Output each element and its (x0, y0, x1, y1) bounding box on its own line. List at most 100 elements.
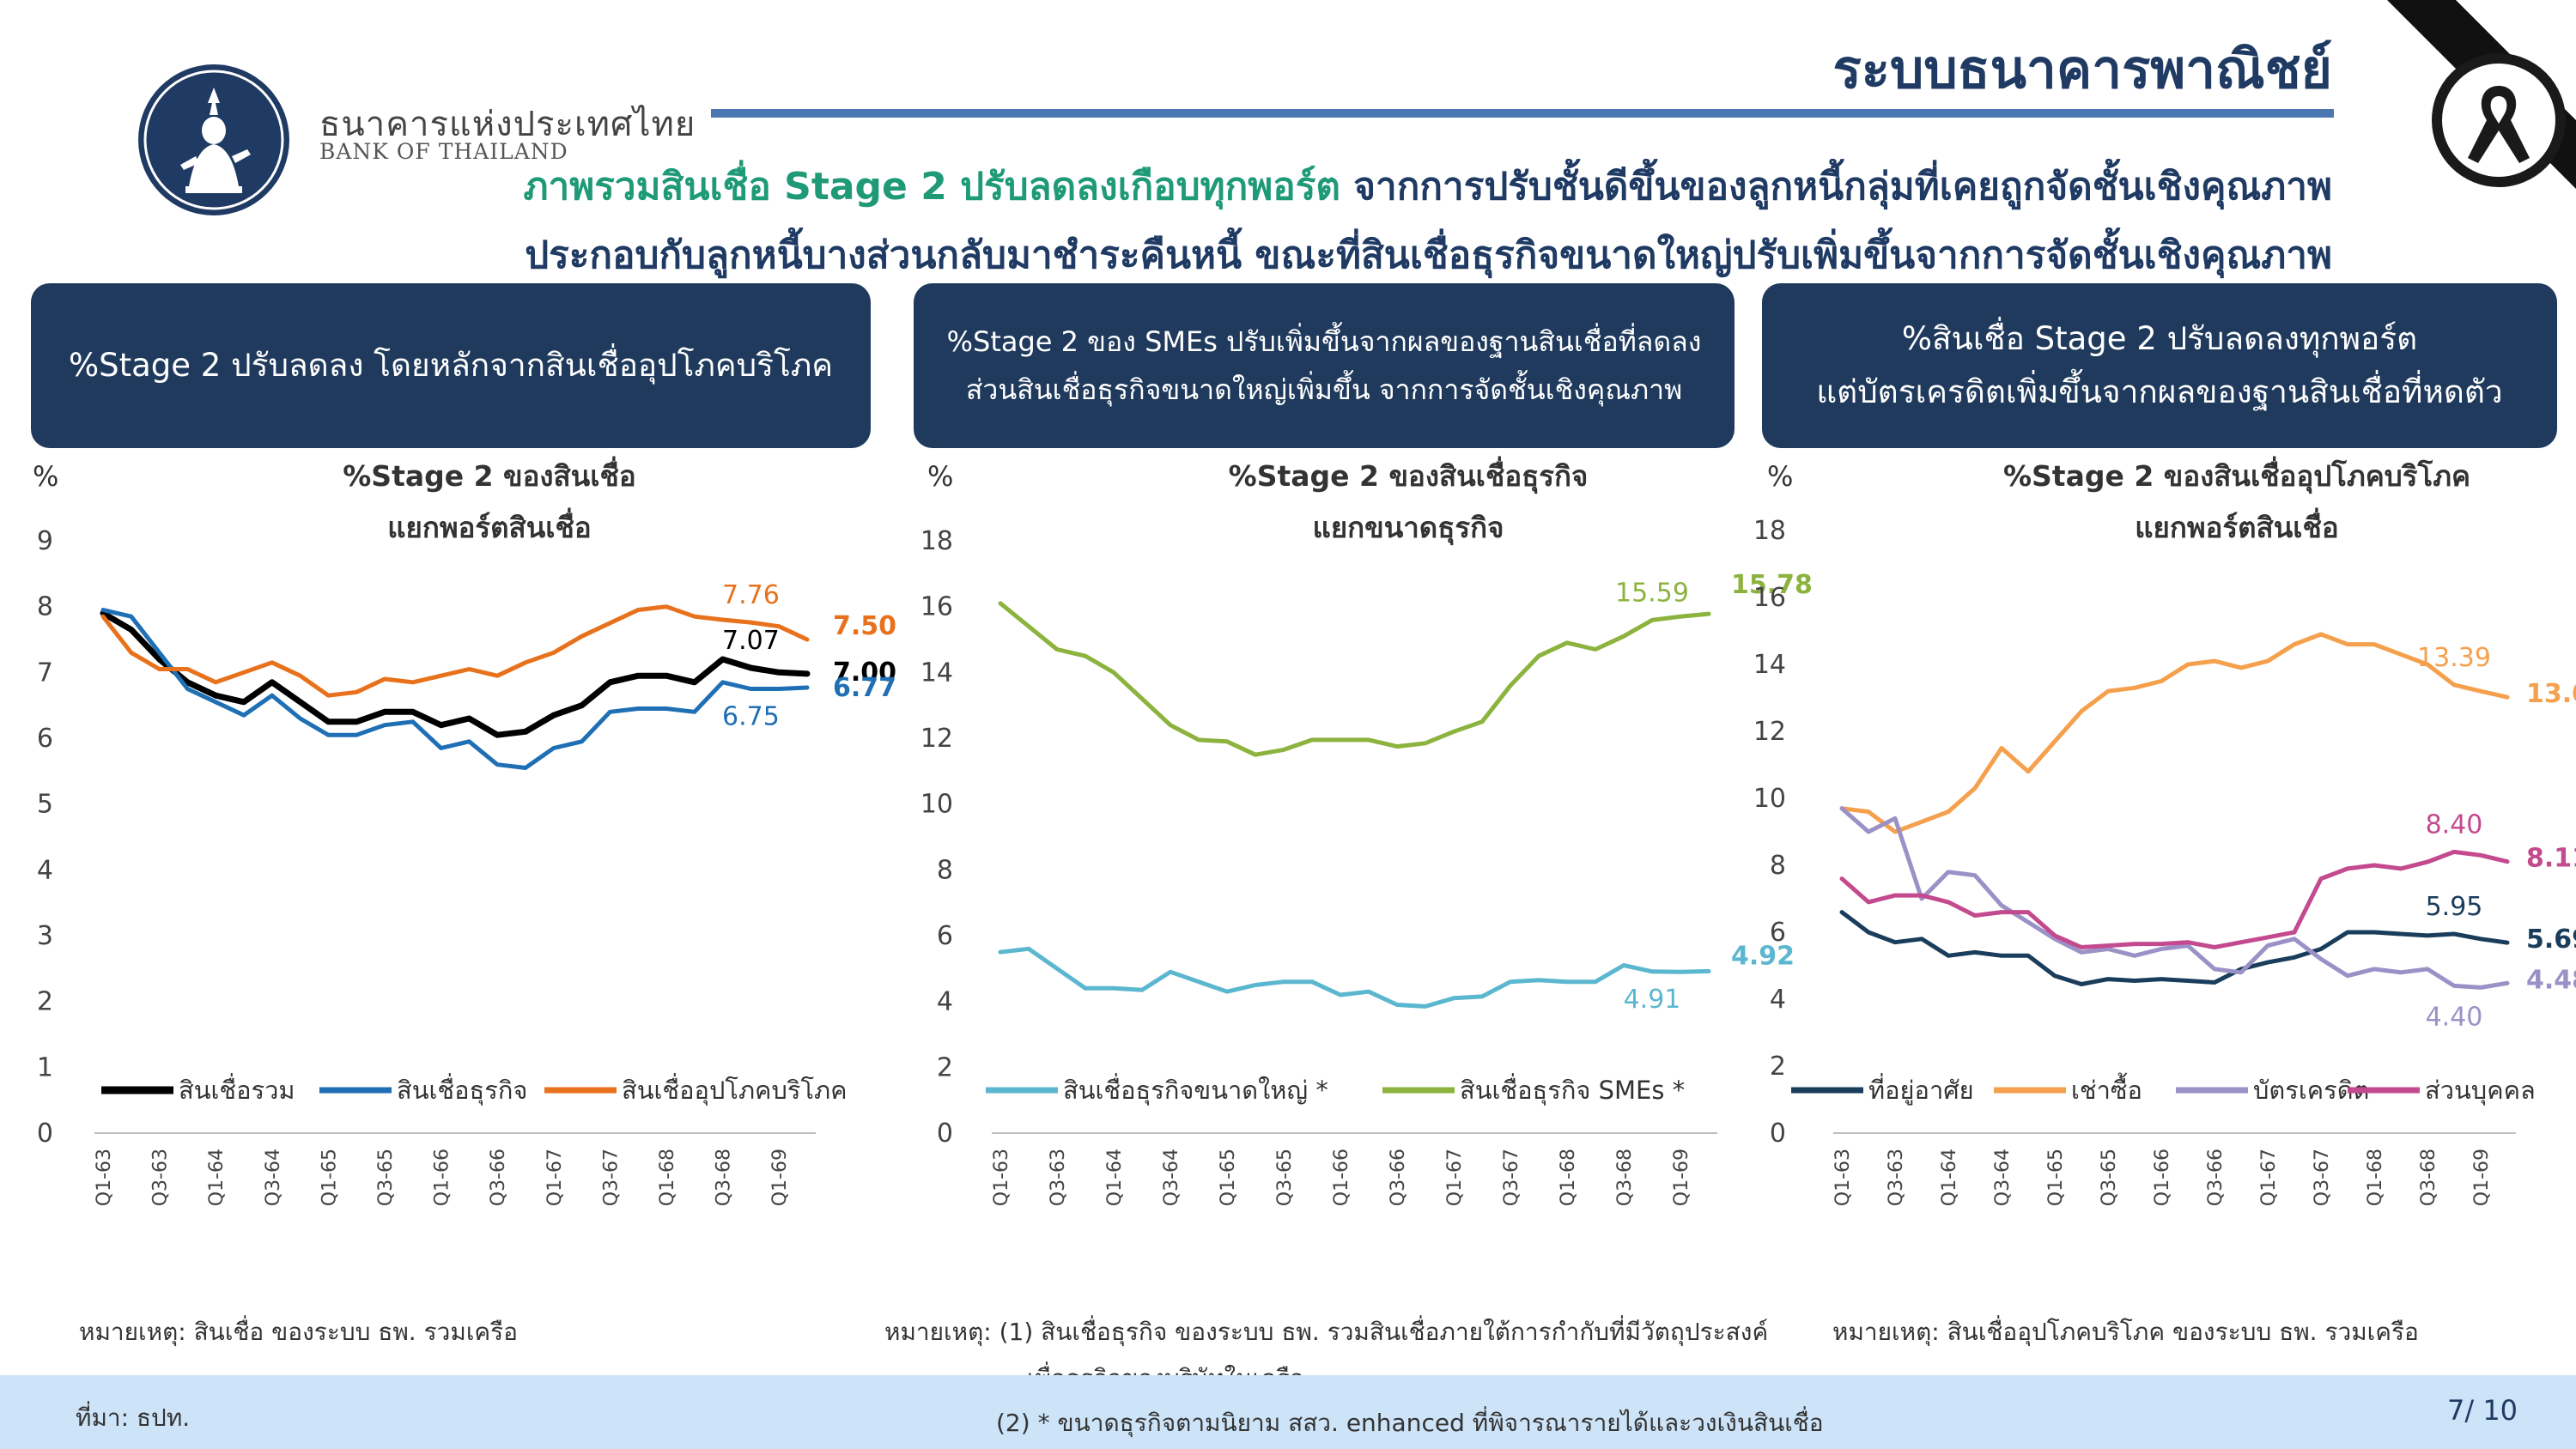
data-label: 4.48 (2526, 965, 2576, 995)
data-label: 15.59 (1615, 578, 1689, 608)
data-label: 5.69 (2526, 925, 2576, 955)
y-tick-label: 6 (937, 921, 953, 951)
y-tick-label: 4 (937, 987, 953, 1017)
mourning-ribbon-icon (2387, 0, 2576, 189)
note-chart-2-line1: หมายเหตุ: (1) สินเชื่อธุรกิจ ของระบบ ธพ.… (884, 1318, 1769, 1346)
x-tick-label: Q3-66 (1388, 1149, 1409, 1206)
x-tick-label: Q3-65 (1274, 1149, 1296, 1206)
x-tick-label: Q3-67 (2312, 1149, 2333, 1206)
x-tick-label: Q3-66 (2205, 1149, 2227, 1206)
y-tick-label: 8 (1770, 851, 1786, 881)
chart-title: %Stage 2 ของสินเชื่อธุรกิจ (1229, 456, 1589, 494)
chart-stage2-consumer-by-portfolio: %Stage 2 ของสินเชื่ออุปโภคบริโภคแยกพอร์ต… (1753, 456, 2576, 1206)
data-label: 5.95 (2426, 892, 2483, 922)
y-tick-label: 6 (1770, 918, 1786, 948)
y-tick-label: 14 (920, 658, 953, 688)
x-tick-label: Q1-69 (2471, 1149, 2493, 1206)
x-tick-label: Q3-63 (150, 1149, 172, 1206)
y-tick-label: 18 (1753, 516, 1786, 546)
data-label: 6.75 (722, 702, 780, 732)
y-tick-label: 14 (1753, 650, 1786, 680)
x-tick-label: Q1-64 (206, 1149, 228, 1206)
x-tick-label: Q1-66 (432, 1149, 453, 1206)
y-tick-label: 9 (37, 526, 53, 556)
chart-subtitle: แยกพอร์ตสินเชื่อ (2135, 507, 2339, 544)
y-tick-label: 0 (937, 1119, 953, 1149)
x-tick-label: Q3-63 (1886, 1149, 1907, 1206)
bank-name-english: BANK OF THAILAND (319, 139, 568, 164)
series-line (998, 946, 1711, 1009)
y-tick-label: 0 (37, 1119, 53, 1149)
y-tick-label: 12 (920, 724, 953, 754)
data-label: 13.39 (2417, 643, 2491, 673)
x-tick-label: Q1-67 (544, 1149, 566, 1206)
data-label: 8.11 (2526, 844, 2576, 874)
summary-box-1-line1: %Stage 2 ปรับลดลง โดยหลักจากสินเชื่ออุปโ… (68, 347, 834, 384)
data-label: 15.78 (1731, 570, 1813, 600)
y-tick-label: 1 (37, 1052, 53, 1082)
y-tick-label: 4 (37, 855, 53, 885)
series-line (100, 608, 810, 770)
series-line (1839, 632, 2510, 834)
y-tick-label: 0 (1770, 1119, 1786, 1149)
x-tick-label: Q3-68 (2418, 1149, 2439, 1206)
x-tick-label: Q3-65 (2099, 1149, 2120, 1206)
y-axis-unit: % (1767, 460, 1793, 493)
x-tick-label: Q1-68 (1558, 1149, 1579, 1206)
headline-line-2: ประกอบกับลูกหนี้บางส่วนกลับมาชำระคืนหนี้… (525, 233, 2332, 277)
data-label: 13.02 (2526, 679, 2576, 709)
x-tick-label: Q3-65 (375, 1149, 397, 1206)
headline-highlight: ภาพรวมสินเชื่อ Stage 2 ปรับลดลงเกือบทุกพ… (523, 165, 1340, 209)
y-tick-label: 6 (37, 724, 53, 754)
series-line (1839, 910, 2510, 986)
legend-label: ที่อยู่อาศัย (1868, 1073, 1974, 1106)
y-tick-label: 2 (937, 1052, 953, 1082)
title-rule (711, 109, 2334, 118)
x-tick-label: Q1-68 (657, 1149, 678, 1206)
x-tick-label: Q3-66 (488, 1149, 509, 1206)
page-number: 7/ 10 (2447, 1394, 2518, 1427)
legend-label: สินเชื่อรวม (179, 1073, 295, 1105)
series-line (1839, 849, 2510, 949)
x-tick-label: Q1-67 (1444, 1149, 1466, 1206)
x-tick-label: Q3-64 (1992, 1149, 2014, 1206)
summary-box-2-line2: ส่วนสินเชื่อธุรกิจขนาดใหญ่เพิ่มขึ้น จากก… (965, 373, 1683, 406)
series-line (100, 609, 811, 738)
legend-label: สินเชื่ออุปโภคบริโภค (622, 1073, 848, 1106)
y-tick-label: 4 (1770, 985, 1786, 1015)
data-label: 7.50 (833, 611, 896, 641)
y-tick-label: 10 (1753, 784, 1786, 814)
x-tick-label: Q1-66 (2152, 1149, 2173, 1206)
y-tick-label: 12 (1753, 717, 1786, 747)
chart-subtitle: แยกขนาดธุรกิจ (1313, 511, 1504, 546)
x-tick-label: Q1-65 (2045, 1149, 2067, 1206)
summary-box-1: %Stage 2 ปรับลดลง โดยหลักจากสินเชื่ออุปโ… (31, 283, 871, 448)
chart-title: %Stage 2 ของสินเชื่ออุปโภคบริโภค (2003, 456, 2470, 494)
section-title: ระบบธนาคารพาณิชย์ (1832, 38, 2332, 100)
bank-name-thai: ธนาคารแห่งประเทศไทย (319, 105, 696, 144)
summary-box-2-line1: %Stage 2 ของ SMEs ปรับเพิ่มขึ้นจากผลของฐ… (946, 325, 1702, 358)
x-tick-label: Q3-68 (714, 1149, 735, 1206)
x-tick-label: Q1-64 (1104, 1149, 1126, 1206)
legend-label: สินเชื่อธุรกิจ (397, 1073, 527, 1106)
note-chart-2-line3-overlay: (2) * ขนาดธุรกิจตามนิยาม สสว. enhanced ท… (996, 1409, 1824, 1437)
legend-label: สินเชื่อธุรกิจ SMEs * (1460, 1073, 1685, 1106)
y-tick-label: 8 (937, 855, 953, 885)
x-tick-label: Q1-63 (94, 1149, 115, 1206)
y-axis-unit: % (33, 460, 58, 493)
footer-bar (0, 1375, 2576, 1449)
data-label: 8.40 (2426, 809, 2483, 840)
summary-box-2: %Stage 2 ของ SMEs ปรับเพิ่มขึ้นจากผลของฐ… (914, 283, 1735, 448)
y-tick-label: 2 (1770, 1052, 1786, 1082)
legend-label: เช่าซื้อ (2071, 1072, 2142, 1105)
x-tick-label: Q1-68 (2365, 1149, 2386, 1206)
data-label: 4.91 (1624, 985, 1681, 1015)
y-tick-label: 16 (920, 592, 953, 622)
x-tick-label: Q1-63 (991, 1149, 1012, 1206)
note-chart-1: หมายเหตุ: สินเชื่อ ของระบบ ธพ. รวมเครือ (79, 1318, 518, 1346)
data-label: 6.77 (833, 673, 896, 703)
x-tick-label: Q3-64 (263, 1149, 284, 1206)
x-tick-label: Q1-65 (1218, 1149, 1239, 1206)
headline-rest: จากการปรับชั้นดีขึ้นของลูกหนี้กลุ่มที่เค… (1340, 165, 2332, 209)
